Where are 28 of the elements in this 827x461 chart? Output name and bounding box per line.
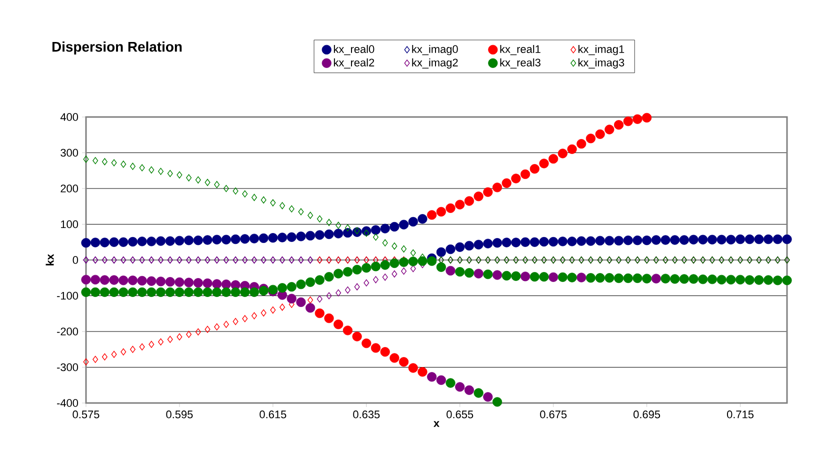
x-tick-label: 0.635 [353, 410, 380, 418]
legend-label: kx_real1 [500, 44, 540, 56]
x-tick-label: 0.695 [634, 410, 660, 418]
x-axis-title: x [434, 421, 440, 427]
y-tick-label: -200 [57, 328, 78, 336]
legend-label: kx_real3 [500, 58, 540, 69]
x-tick-label: 0.655 [446, 410, 474, 418]
y-tick-label: -400 [57, 399, 78, 407]
legend-label: kx_imag2 [412, 58, 458, 69]
y-tick-label: -100 [57, 292, 78, 300]
chart-title: Dispersion Relation [52, 41, 182, 54]
y-tick-label: 0 [72, 256, 78, 264]
legend-label: kx_imag0 [412, 44, 458, 56]
y-axis-title: kx [46, 254, 54, 266]
x-tick-label: 0.675 [540, 410, 567, 418]
legend-label: kx_imag3 [578, 58, 624, 69]
y-tick-label: 200 [60, 184, 78, 192]
x-tick-label: 0.575 [72, 410, 100, 418]
x-tick-label: 0.715 [726, 410, 754, 418]
legend-label: kx_real0 [334, 44, 374, 56]
y-tick-label: -300 [57, 363, 78, 372]
x-tick-label: 0.615 [260, 410, 286, 418]
y-tick-label: 300 [60, 148, 78, 157]
y-tick-label: 100 [61, 220, 78, 228]
x-tick-label: 0.595 [166, 410, 193, 418]
legend-label: kx_real2 [334, 58, 374, 69]
legend-label: kx_imag1 [578, 44, 624, 56]
y-tick-label: 400 [60, 113, 78, 121]
